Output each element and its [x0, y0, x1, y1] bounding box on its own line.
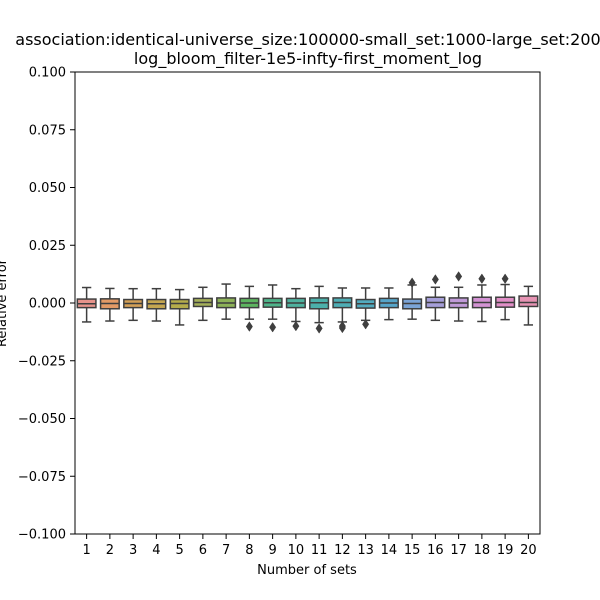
x-tick-label: 2	[106, 543, 114, 558]
y-tick-label: 0.000	[29, 297, 66, 312]
x-tick-label: 10	[288, 543, 305, 558]
box-18	[471, 273, 492, 323]
box-20	[518, 285, 539, 326]
x-tick-label: 12	[334, 543, 351, 558]
outlier-point	[455, 271, 463, 282]
box-15	[402, 277, 423, 320]
outlier-point	[408, 277, 416, 288]
y-tick-label: −0.100	[18, 528, 66, 543]
box-14	[378, 287, 399, 321]
iqr-box	[518, 295, 539, 308]
y-tick-label: 0.100	[29, 66, 66, 81]
outlier-point	[501, 273, 509, 284]
box-17	[448, 271, 469, 322]
x-tick-label: 8	[245, 543, 253, 558]
y-tick-label: 0.075	[29, 123, 66, 138]
x-tick-label: 1	[82, 543, 90, 558]
x-axis: 1 2 3 4 5 6 7 8 9 10 11 12 13 14 15 16 17 18 19 20	[82, 534, 537, 558]
outlier-point	[431, 274, 439, 285]
outlier-point	[315, 323, 323, 334]
outlier-point	[292, 320, 300, 332]
x-tick-label: 11	[311, 543, 328, 558]
box-4	[146, 287, 167, 322]
box-5	[169, 288, 190, 326]
box-13	[355, 287, 376, 330]
box-7	[216, 283, 237, 320]
x-tick-label: 17	[450, 543, 467, 558]
plot-frame	[74, 71, 541, 535]
x-tick-label: 6	[199, 543, 207, 558]
box-6	[192, 286, 213, 322]
x-tick-label: 3	[129, 543, 137, 558]
x-tick-label: 19	[497, 543, 514, 558]
x-tick-label: 18	[474, 543, 491, 558]
y-tick-label: 0.050	[29, 181, 66, 196]
box-8	[239, 285, 260, 332]
x-tick-label: 16	[427, 543, 444, 558]
outlier-point	[245, 321, 253, 332]
box-19	[495, 273, 516, 321]
box-11	[309, 285, 330, 334]
y-tick-label: −0.075	[18, 470, 66, 485]
box-2	[99, 287, 120, 322]
outlier-point	[362, 319, 370, 330]
x-tick-label: 14	[381, 543, 398, 558]
chart-title-line-2: log_bloom_filter-1e5-infty-first_moment_…	[134, 49, 482, 69]
outlier-point	[338, 322, 346, 334]
x-tick-label: 20	[520, 543, 537, 558]
y-tick-label: −0.050	[18, 412, 66, 427]
box-9	[262, 284, 283, 333]
box-3	[123, 287, 144, 322]
box-1	[76, 286, 97, 323]
box-16	[425, 274, 446, 322]
y-axis: −0.100 −0.075 −0.050 −0.025 0.000 0.025 0.050 0…	[18, 66, 75, 543]
x-tick-label: 5	[175, 543, 183, 558]
outlier-point	[269, 322, 277, 333]
y-tick-label: −0.025	[18, 354, 66, 369]
y-axis-label: Relative error	[0, 258, 10, 347]
x-tick-label: 7	[222, 543, 230, 558]
box-10	[285, 287, 306, 332]
outlier-point	[478, 273, 486, 284]
x-axis-label: Number of sets	[257, 563, 357, 578]
x-tick-label: 9	[268, 543, 276, 558]
x-tick-label: 15	[404, 543, 421, 558]
y-tick-label: 0.025	[29, 239, 66, 254]
box-12	[332, 287, 353, 334]
plot-area	[76, 271, 539, 334]
x-tick-label: 4	[152, 543, 160, 558]
chart-title-line-1: association:identical-universe_size:1000…	[15, 30, 600, 50]
x-tick-label: 13	[357, 543, 374, 558]
